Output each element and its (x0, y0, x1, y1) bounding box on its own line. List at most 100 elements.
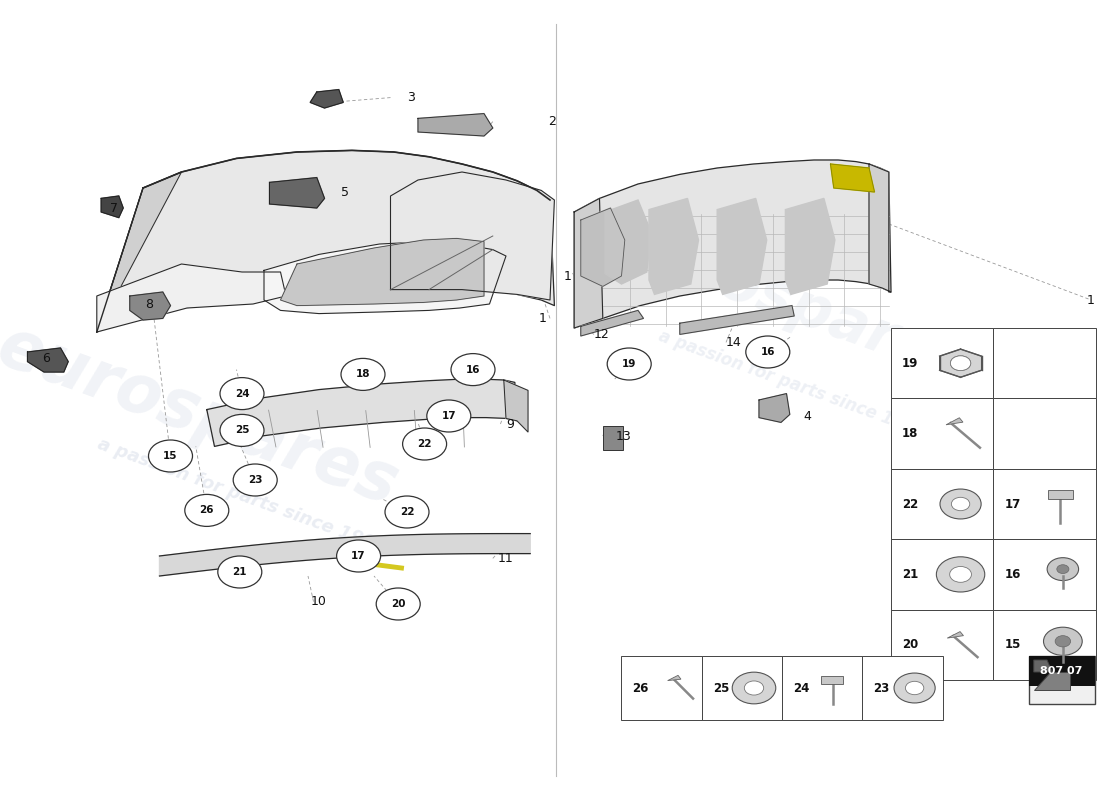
Circle shape (940, 489, 981, 519)
Polygon shape (504, 380, 528, 432)
Text: 12: 12 (594, 328, 609, 341)
Circle shape (607, 348, 651, 380)
Text: 4: 4 (803, 410, 811, 422)
Polygon shape (946, 418, 962, 425)
Text: 13: 13 (616, 430, 631, 442)
Bar (891, 539, 993, 610)
Text: 23: 23 (873, 682, 890, 694)
Bar (891, 610, 993, 680)
Circle shape (337, 540, 381, 572)
Polygon shape (680, 306, 794, 334)
Text: 3: 3 (407, 91, 415, 104)
Text: eurospares: eurospares (609, 214, 975, 394)
Text: 19: 19 (902, 357, 918, 370)
Circle shape (746, 336, 790, 368)
Text: 16: 16 (1004, 568, 1021, 581)
Circle shape (427, 400, 471, 432)
Circle shape (1057, 565, 1069, 574)
Circle shape (220, 378, 264, 410)
Text: 1: 1 (1087, 294, 1094, 306)
Text: 7: 7 (110, 202, 118, 214)
Polygon shape (130, 292, 170, 320)
Polygon shape (28, 348, 68, 372)
Polygon shape (1034, 672, 1070, 690)
Circle shape (936, 557, 985, 592)
Text: 10: 10 (310, 595, 326, 608)
Bar (993, 398, 1096, 469)
Circle shape (376, 588, 420, 620)
Text: 18: 18 (355, 370, 371, 379)
Text: 20: 20 (902, 638, 918, 651)
Polygon shape (869, 164, 891, 292)
Polygon shape (160, 534, 530, 576)
Circle shape (949, 566, 971, 582)
Polygon shape (1034, 660, 1053, 672)
Polygon shape (310, 90, 343, 108)
Polygon shape (581, 208, 625, 286)
Polygon shape (717, 198, 767, 294)
Text: 15: 15 (163, 451, 178, 461)
Text: 15: 15 (1004, 638, 1021, 651)
Text: 1: 1 (539, 312, 547, 325)
Text: a passion for parts since 1990: a passion for parts since 1990 (656, 327, 928, 441)
Circle shape (218, 556, 262, 588)
Text: 21: 21 (232, 567, 248, 577)
Text: 21: 21 (902, 568, 918, 581)
Text: 26: 26 (199, 506, 214, 515)
Polygon shape (668, 675, 681, 681)
Text: 26: 26 (632, 682, 649, 694)
Polygon shape (649, 198, 698, 294)
Bar (891, 469, 993, 539)
Bar (993, 539, 1096, 610)
Text: 16: 16 (465, 365, 481, 374)
Polygon shape (785, 198, 835, 294)
Bar (993, 610, 1096, 680)
Polygon shape (97, 264, 286, 332)
Circle shape (950, 356, 970, 370)
Text: 5: 5 (341, 186, 349, 198)
Bar (621, 656, 702, 720)
Text: 25: 25 (713, 682, 729, 694)
Polygon shape (830, 164, 874, 192)
Polygon shape (97, 172, 182, 332)
Text: 17: 17 (441, 411, 456, 421)
Circle shape (1047, 558, 1079, 581)
Circle shape (451, 354, 495, 386)
Text: 2: 2 (548, 115, 556, 128)
Bar (1048, 490, 1072, 498)
Text: 807 07: 807 07 (1041, 666, 1082, 676)
Text: 22: 22 (902, 498, 918, 510)
Circle shape (403, 428, 447, 460)
Circle shape (950, 356, 970, 370)
Circle shape (185, 494, 229, 526)
Bar (821, 676, 843, 683)
Text: 18: 18 (902, 427, 918, 440)
Bar (702, 656, 782, 720)
Text: a passion for parts since 1990: a passion for parts since 1990 (95, 435, 389, 557)
Circle shape (733, 672, 775, 704)
Text: 14: 14 (726, 336, 741, 349)
Bar (1028, 656, 1094, 704)
Text: 9: 9 (506, 418, 514, 430)
Circle shape (148, 440, 192, 472)
Polygon shape (101, 196, 123, 218)
Polygon shape (574, 160, 891, 328)
Circle shape (385, 496, 429, 528)
Bar (993, 328, 1096, 398)
Polygon shape (605, 200, 651, 284)
Bar (993, 469, 1096, 539)
Polygon shape (390, 172, 554, 300)
Text: 17: 17 (1004, 498, 1021, 510)
Text: 1: 1 (563, 270, 571, 282)
Circle shape (220, 414, 264, 446)
Text: 8: 8 (145, 298, 153, 310)
Text: 22: 22 (417, 439, 432, 449)
Text: 24: 24 (793, 682, 810, 694)
Circle shape (341, 358, 385, 390)
Circle shape (952, 498, 970, 510)
Polygon shape (418, 114, 493, 136)
Bar (891, 328, 993, 398)
Circle shape (905, 682, 924, 694)
Polygon shape (939, 349, 981, 378)
Bar (1028, 656, 1094, 686)
